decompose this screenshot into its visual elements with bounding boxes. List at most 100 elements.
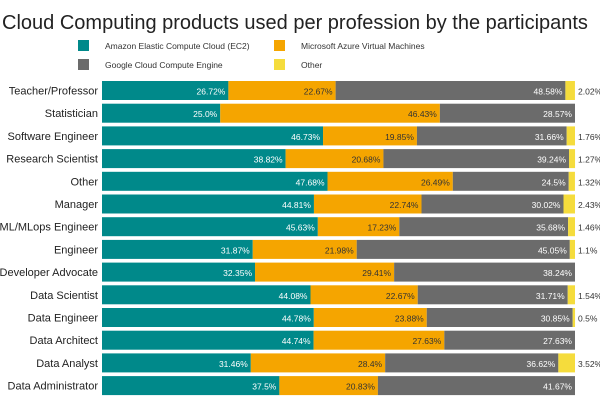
value-label-statistician-google-cloud-compute-engine: 28.57%: [543, 109, 572, 119]
value-label-data-architect-google-cloud-compute-engine: 27.63%: [543, 336, 572, 346]
bar-engineer-microsoft-azure-virtual-machines: [252, 239, 357, 259]
legend: Amazon Elastic Compute Cloud (EC2) Micros…: [78, 40, 425, 70]
value-label-data-administrator-google-cloud-compute-engine: 41.67%: [543, 382, 572, 392]
bar-engineer-other: [569, 239, 575, 259]
legend-swatch-google-cloud-compute-engine: [78, 59, 89, 70]
value-label-engineer-microsoft-azure-virtual-machines: 21.98%: [325, 245, 354, 255]
bar-data-engineer-other: [572, 308, 576, 327]
value-label-data-administrator-microsoft-azure-virtual-machines: 20.83%: [346, 382, 375, 392]
bar-data-scientist-amazon-elastic-compute-cloud-ec2: [102, 285, 311, 305]
bar-engineer-google-cloud-compute-engine: [356, 239, 570, 259]
value-label-other-other: 1.32%: [578, 177, 600, 187]
legend-label-amazon-elastic-compute-cloud-ec2: Amazon Elastic Compute Cloud (EC2): [105, 41, 250, 51]
legend-swatch-microsoft-azure-virtual-machines: [274, 40, 285, 51]
bar-software-engineer-other: [566, 126, 575, 146]
value-label-software-engineer-google-cloud-compute-engine: 31.66%: [535, 132, 564, 142]
bar-data-engineer-microsoft-azure-virtual-machines: [313, 308, 427, 327]
bar-developer-advocate-google-cloud-compute-engine: [394, 262, 575, 282]
bar-data-analyst-amazon-elastic-compute-cloud-ec2: [102, 353, 251, 373]
value-label-manager-amazon-elastic-compute-cloud-ec2: 44.81%: [282, 200, 311, 210]
bar-statistician-google-cloud-compute-engine: [439, 103, 575, 123]
bar-data-architect-microsoft-azure-virtual-machines: [313, 330, 445, 350]
bar-data-scientist-google-cloud-compute-engine: [417, 285, 568, 305]
value-label-teacher-professor-google-cloud-compute-engine: 48.58%: [534, 87, 563, 97]
bar-teacher-professor-amazon-elastic-compute-cloud-ec2: [102, 81, 229, 100]
bar-data-administrator-amazon-elastic-compute-cloud-ec2: [102, 376, 280, 396]
value-label-data-engineer-google-cloud-compute-engine: 30.85%: [541, 314, 570, 324]
value-label-data-architect-amazon-elastic-compute-cloud-ec2: 44.74%: [282, 336, 311, 346]
value-label-data-analyst-other: 3.52%: [578, 359, 600, 369]
category-label-engineer: Engineer: [54, 244, 98, 256]
bar-ml-mlops-engineer-microsoft-azure-virtual-machines: [317, 217, 400, 237]
category-label-data-scientist: Data Scientist: [30, 290, 98, 302]
value-label-software-engineer-microsoft-azure-virtual-machines: 19.85%: [385, 132, 414, 142]
value-label-manager-google-cloud-compute-engine: 30.02%: [532, 200, 561, 210]
value-label-other-google-cloud-compute-engine: 24.5%: [542, 177, 567, 187]
category-label-developer-advocate: Developer Advocate: [0, 267, 98, 279]
bar-data-architect-amazon-elastic-compute-cloud-ec2: [102, 330, 314, 350]
bar-software-engineer-amazon-elastic-compute-cloud-ec2: [102, 126, 324, 146]
category-label-research-scientist: Research Scientist: [6, 154, 98, 166]
value-label-research-scientist-amazon-elastic-compute-cloud-ec2: 38.82%: [254, 155, 283, 165]
value-label-developer-advocate-google-cloud-compute-engine: 38.24%: [543, 268, 572, 278]
bar-manager-other: [563, 194, 575, 214]
bar-developer-advocate-microsoft-azure-virtual-machines: [255, 262, 395, 282]
bar-data-analyst-google-cloud-compute-engine: [385, 353, 559, 373]
bar-data-scientist-other: [567, 285, 575, 305]
category-label-data-engineer: Data Engineer: [28, 313, 99, 325]
value-labels: 26.72% 22.67% 48.58% 2.02% 25.0% 46.43% 28.57%…: [193, 87, 600, 392]
bar-statistician-microsoft-azure-virtual-machines: [220, 103, 440, 123]
value-label-engineer-google-cloud-compute-engine: 45.05%: [538, 245, 567, 255]
bar-teacher-professor-microsoft-azure-virtual-machines: [228, 81, 336, 100]
bar-data-administrator-microsoft-azure-virtual-machines: [279, 376, 378, 396]
value-label-software-engineer-amazon-elastic-compute-cloud-ec2: 46.73%: [291, 132, 320, 142]
value-label-data-scientist-other: 1.54%: [578, 291, 600, 301]
bar-ml-mlops-engineer-other: [568, 217, 575, 237]
bar-ml-mlops-engineer-google-cloud-compute-engine: [399, 217, 569, 237]
value-label-other-amazon-elastic-compute-cloud-ec2: 47.68%: [296, 177, 325, 187]
bar-statistician-amazon-elastic-compute-cloud-ec2: [102, 103, 221, 123]
bar-manager-amazon-elastic-compute-cloud-ec2: [102, 194, 314, 214]
bar-developer-advocate-amazon-elastic-compute-cloud-ec2: [102, 262, 256, 282]
bar-data-analyst-other: [558, 353, 575, 373]
value-label-data-analyst-amazon-elastic-compute-cloud-ec2: 31.46%: [219, 359, 248, 369]
bar-engineer-amazon-elastic-compute-cloud-ec2: [102, 239, 253, 259]
value-label-data-analyst-microsoft-azure-virtual-machines: 28.4%: [358, 359, 383, 369]
value-label-data-analyst-google-cloud-compute-engine: 36.62%: [527, 359, 556, 369]
bar-manager-microsoft-azure-virtual-machines: [313, 194, 422, 214]
value-label-engineer-amazon-elastic-compute-cloud-ec2: 31.87%: [221, 245, 250, 255]
value-label-data-architect-microsoft-azure-virtual-machines: 27.63%: [412, 336, 441, 346]
value-label-research-scientist-google-cloud-compute-engine: 39.24%: [537, 155, 566, 165]
value-label-other-microsoft-azure-virtual-machines: 26.49%: [421, 177, 450, 187]
value-label-teacher-professor-other: 2.02%: [578, 87, 600, 97]
value-label-ml-mlops-engineer-google-cloud-compute-engine: 35.68%: [536, 223, 565, 233]
category-label-teacher-professor: Teacher/Professor: [9, 86, 99, 98]
legend-label-microsoft-azure-virtual-machines: Microsoft Azure Virtual Machines: [301, 41, 425, 51]
value-label-software-engineer-other: 1.76%: [578, 132, 600, 142]
value-label-research-scientist-microsoft-azure-virtual-machines: 20.68%: [352, 155, 381, 165]
value-label-data-engineer-other: 0.5%: [578, 314, 598, 324]
value-label-teacher-professor-microsoft-azure-virtual-machines: 22.67%: [304, 87, 333, 97]
value-label-data-engineer-amazon-elastic-compute-cloud-ec2: 44.78%: [282, 314, 311, 324]
value-label-ml-mlops-engineer-microsoft-azure-virtual-machines: 17.23%: [367, 223, 396, 233]
bar-other-amazon-elastic-compute-cloud-ec2: [102, 171, 328, 191]
bar-research-scientist-other: [569, 149, 576, 169]
bars: [102, 81, 576, 396]
category-label-other: Other: [70, 176, 98, 188]
value-label-manager-microsoft-azure-virtual-machines: 22.74%: [390, 200, 419, 210]
value-label-ml-mlops-engineer-amazon-elastic-compute-cloud-ec2: 45.63%: [286, 223, 315, 233]
value-label-statistician-amazon-elastic-compute-cloud-ec2: 25.0%: [193, 109, 218, 119]
bar-research-scientist-google-cloud-compute-engine: [383, 149, 570, 169]
bar-other-other: [568, 171, 575, 191]
value-label-research-scientist-other: 1.27%: [578, 155, 600, 165]
category-label-data-analyst: Data Analyst: [36, 358, 98, 370]
bar-data-administrator-google-cloud-compute-engine: [377, 376, 575, 396]
category-label-data-administrator: Data Administrator: [8, 381, 99, 393]
category-label-software-engineer: Software Engineer: [8, 131, 99, 143]
bar-manager-google-cloud-compute-engine: [421, 194, 564, 214]
value-label-developer-advocate-amazon-elastic-compute-cloud-ec2: 32.35%: [223, 268, 252, 278]
value-label-ml-mlops-engineer-other: 1.46%: [578, 223, 600, 233]
bar-software-engineer-microsoft-azure-virtual-machines: [323, 126, 417, 146]
category-label-ml-mlops-engineer: ML/MLops Engineer: [0, 222, 98, 234]
